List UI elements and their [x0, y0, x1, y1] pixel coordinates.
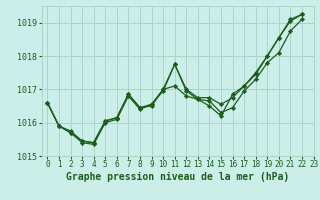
X-axis label: Graphe pression niveau de la mer (hPa): Graphe pression niveau de la mer (hPa) — [66, 172, 289, 182]
